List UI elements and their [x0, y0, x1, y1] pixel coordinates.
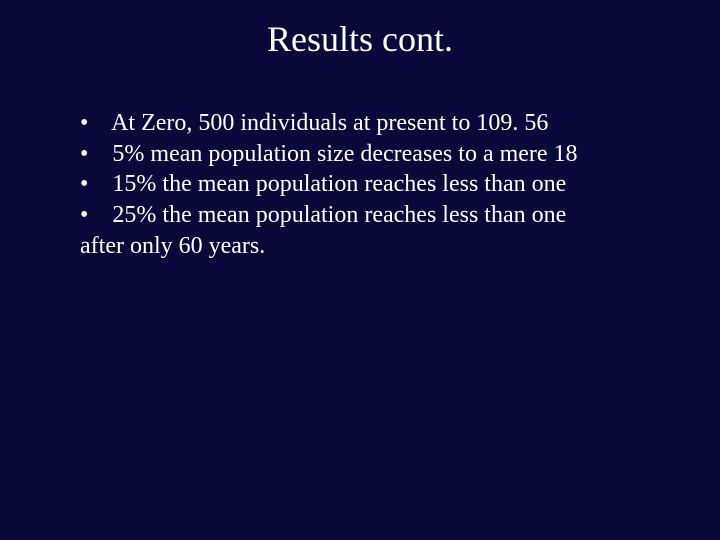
- bullet-text: 15% the mean population reaches less tha…: [106, 171, 566, 197]
- slide: Results cont. • At Zero, 500 individuals…: [0, 0, 720, 540]
- bullet-text: At Zero, 500 individuals at present to 1…: [106, 110, 548, 136]
- bullet-icon: •: [80, 141, 88, 167]
- slide-title: Results cont.: [60, 18, 660, 60]
- bullet-icon: •: [80, 110, 88, 136]
- bullet-icon: •: [80, 171, 88, 197]
- bullet-item: • 25% the mean population reaches less t…: [80, 200, 650, 231]
- bullet-icon: •: [80, 202, 88, 228]
- wrap-line: after only 60 years.: [80, 231, 650, 262]
- bullet-item: • 5% mean population size decreases to a…: [80, 139, 650, 170]
- body-text-block: • At Zero, 500 individuals at present to…: [60, 108, 660, 262]
- bullet-item: • 15% the mean population reaches less t…: [80, 169, 650, 200]
- bullet-item: • At Zero, 500 individuals at present to…: [80, 108, 650, 139]
- bullet-text: 25% the mean population reaches less tha…: [106, 202, 566, 228]
- bullet-text: 5% mean population size decreases to a m…: [106, 141, 577, 167]
